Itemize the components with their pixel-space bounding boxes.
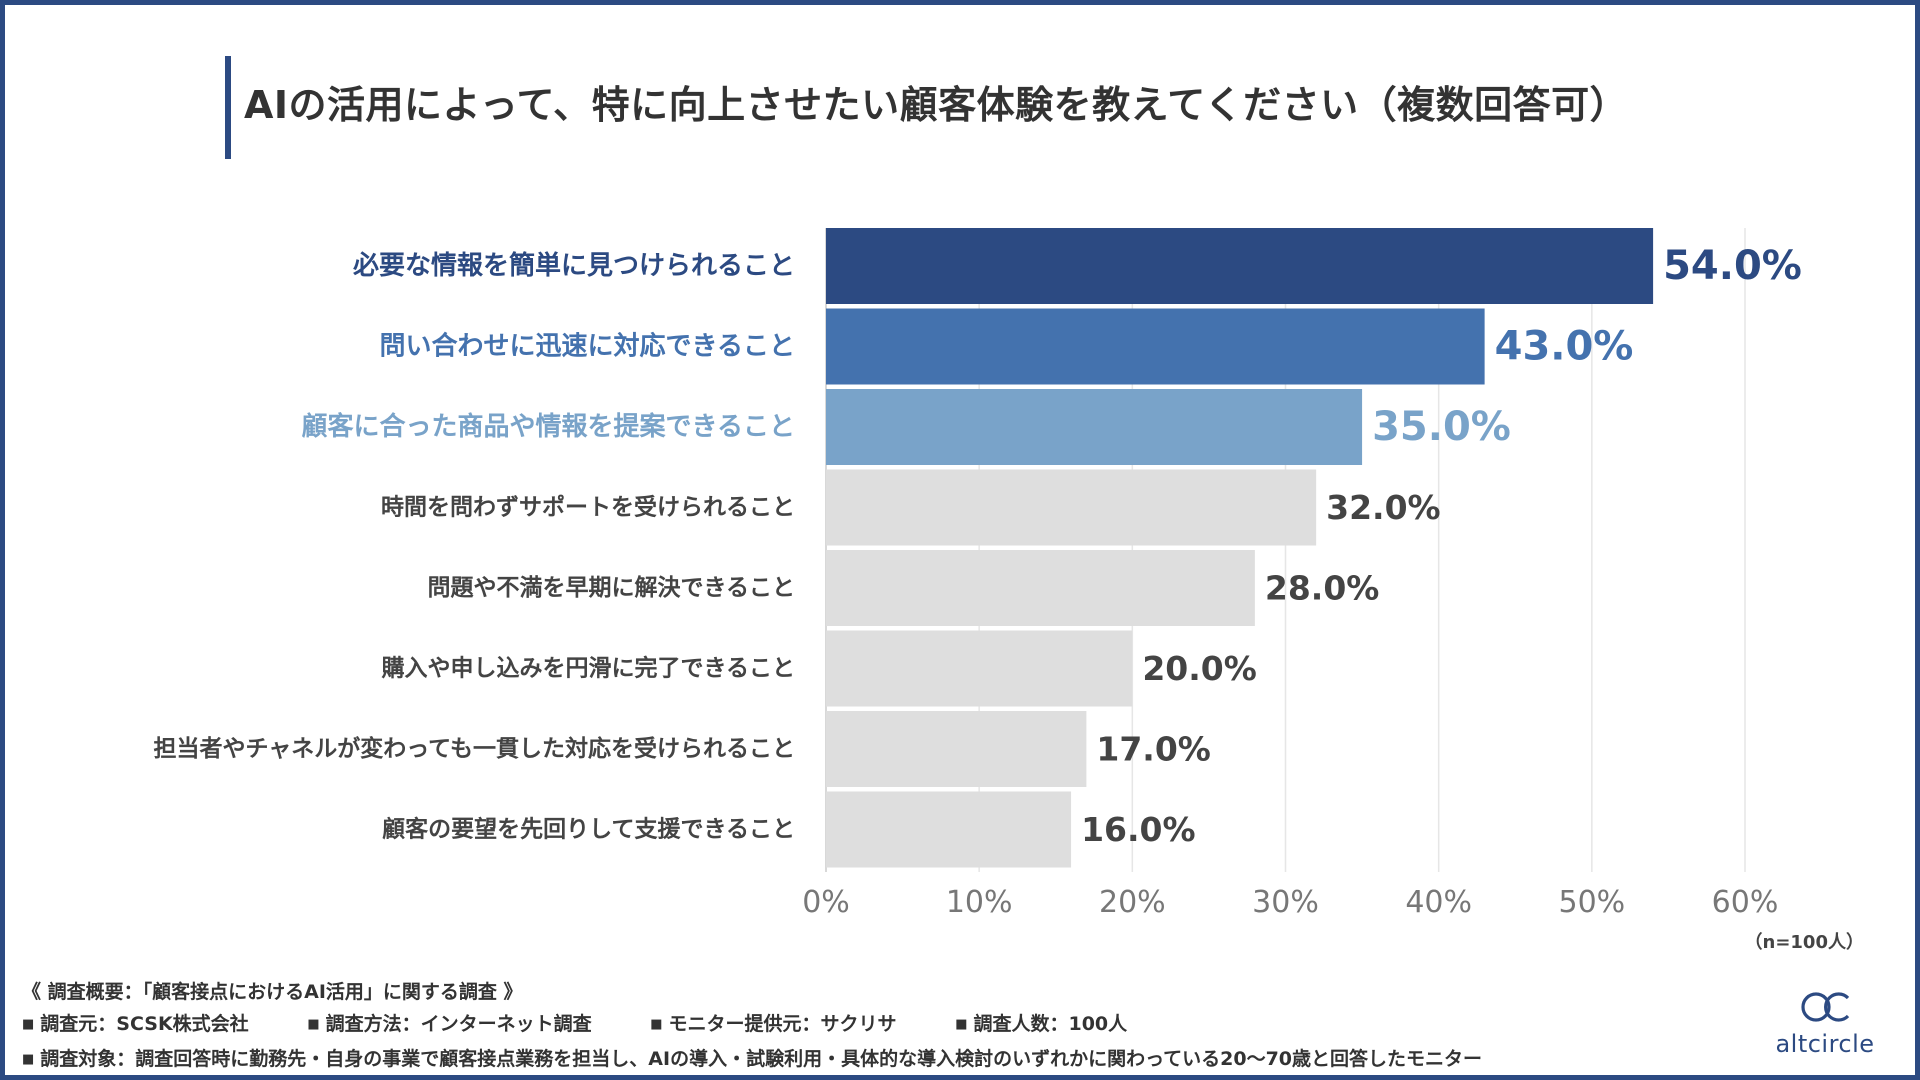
page-title: AIの活用によって、特に向上させたい顧客体験を教えてください（複数回答可） xyxy=(244,83,1629,127)
survey-sample-count: ■ 調査人数：100人 xyxy=(955,1013,1128,1035)
company-logo: altcircle xyxy=(1770,990,1880,1060)
x-tick-label: 50% xyxy=(1558,885,1625,920)
bar xyxy=(826,791,1072,868)
category-label: 顧客に合った商品や情報を提案できること xyxy=(302,411,795,442)
x-tick-label: 60% xyxy=(1712,885,1779,920)
bullet-icon: ■ xyxy=(22,1052,35,1067)
bar xyxy=(826,389,1363,465)
category-label: 顧客の要望を先回りして支援できること xyxy=(382,816,795,843)
bullet-icon: ■ xyxy=(307,1017,320,1032)
survey-target: ■ 調査対象：調査回答時に勤務先・自身の事業で顧客接点業務を担当し、AIの導入・試… xyxy=(22,1048,1483,1070)
category-label: 時間を問わずサポートを受けられること xyxy=(381,494,795,521)
value-label: 28.0% xyxy=(1265,569,1380,608)
x-tick-label: 10% xyxy=(946,885,1013,920)
value-label: 54.0% xyxy=(1663,243,1802,289)
survey-summary: 《 調査概要：「顧客接点におけるAI活用」に関する調査 》 ■ 調査元：SCSK株… xyxy=(22,976,1722,1078)
bar xyxy=(826,469,1317,546)
double-circle-logo-icon xyxy=(1801,992,1850,1022)
category-label: 担当者やチャネルが変わっても一貫した対応を受けられること xyxy=(154,735,795,762)
value-label: 20.0% xyxy=(1142,649,1257,688)
category-label: 必要な情報を簡単に見つけられること xyxy=(353,250,795,281)
value-label: 43.0% xyxy=(1495,324,1634,370)
category-label: 問題や不満を早期に解決できること xyxy=(427,574,795,601)
title-accent-bar xyxy=(225,56,231,159)
survey-details-row: ■ 調査元：SCSK株式会社 ■ 調査方法：インターネット調査 ■ モニター提供元：サ… xyxy=(22,1008,1722,1043)
bullet-icon: ■ xyxy=(22,1017,35,1032)
bar xyxy=(826,550,1255,626)
x-tick-label: 20% xyxy=(1099,885,1166,920)
bar xyxy=(826,308,1485,385)
sample-size-note: （n=100人） xyxy=(1744,932,1864,953)
value-label: 32.0% xyxy=(1326,488,1441,527)
value-label: 35.0% xyxy=(1372,404,1511,450)
survey-source: ■ 調査元：SCSK株式会社 xyxy=(22,1013,249,1035)
survey-monitor-provider: ■ モニター提供元：サクリサ xyxy=(650,1013,897,1035)
bar-chart: 0% 10% 20% 30% 40% 50% 60% 必要な情報を簡単に見つけられること 54.… xyxy=(154,228,1802,920)
bar xyxy=(826,630,1133,707)
category-label: 問い合わせに迅速に対応できること xyxy=(380,331,795,362)
bar xyxy=(826,711,1087,787)
bar xyxy=(826,228,1654,304)
bullet-icon: ■ xyxy=(650,1017,663,1032)
x-tick-label: 40% xyxy=(1405,885,1472,920)
bullet-icon: ■ xyxy=(955,1017,968,1032)
survey-heading: 《 調査概要：「顧客接点におけるAI活用」に関する調査 》 xyxy=(22,981,523,1003)
value-label: 17.0% xyxy=(1096,730,1211,769)
logo-text: altcircle xyxy=(1775,1030,1875,1058)
x-tick-label: 0% xyxy=(802,885,850,920)
x-tick-label: 30% xyxy=(1252,885,1319,920)
value-label: 16.0% xyxy=(1081,810,1196,849)
category-label: 購入や申し込みを円滑に完了できること xyxy=(381,655,795,682)
survey-method: ■ 調査方法：インターネット調査 xyxy=(307,1013,592,1035)
